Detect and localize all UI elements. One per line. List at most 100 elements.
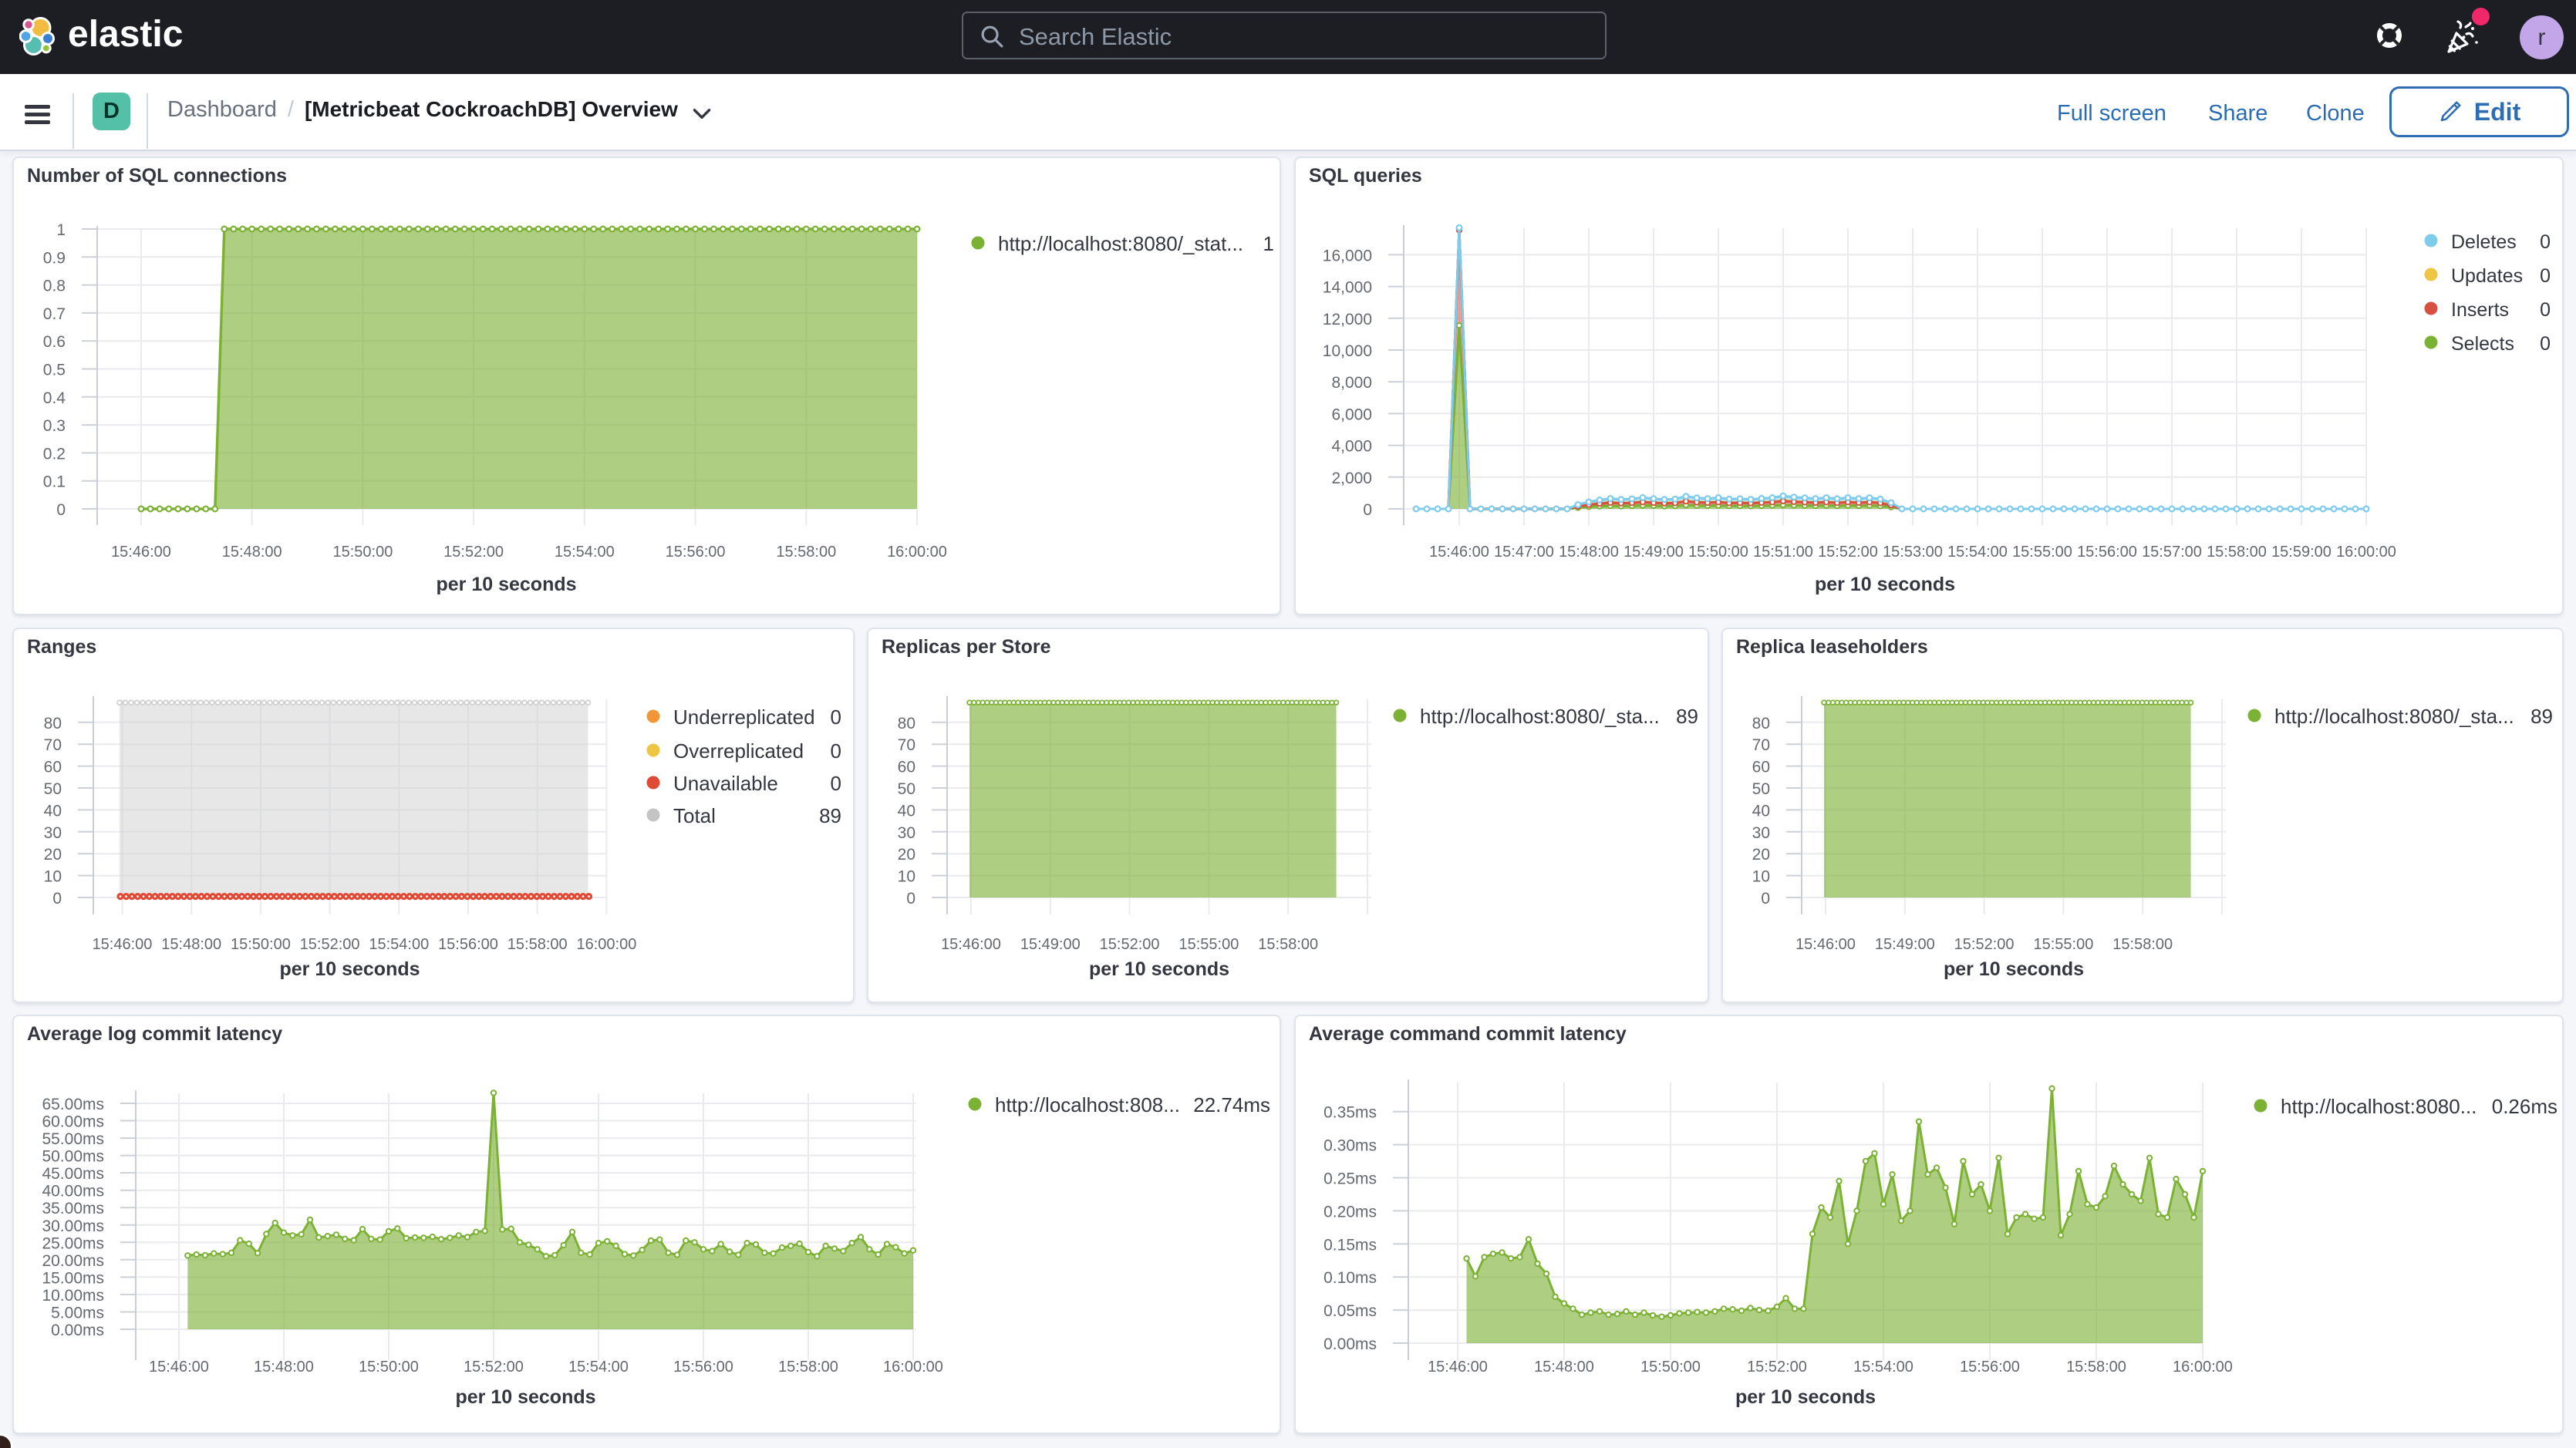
svg-text:50: 50 <box>898 780 915 798</box>
svg-text:30: 30 <box>44 824 62 842</box>
svg-text:12,000: 12,000 <box>1323 311 1372 328</box>
svg-text:65.00ms: 65.00ms <box>42 1096 104 1113</box>
svg-text:15:53:00: 15:53:00 <box>1883 544 1943 561</box>
svg-text:per 10 seconds: per 10 seconds <box>1735 1386 1876 1408</box>
svg-text:15:58:00: 15:58:00 <box>2112 936 2173 953</box>
svg-text:15:56:00: 15:56:00 <box>2077 544 2137 561</box>
svg-text:50: 50 <box>44 780 62 798</box>
svg-text:40.00ms: 40.00ms <box>42 1183 104 1200</box>
svg-text:15:51:00: 15:51:00 <box>1753 544 1813 561</box>
svg-text:10.00ms: 10.00ms <box>42 1287 104 1305</box>
svg-text:6,000: 6,000 <box>1331 406 1372 423</box>
svg-text:15:58:00: 15:58:00 <box>1258 936 1318 953</box>
svg-text:0.5: 0.5 <box>43 362 66 379</box>
svg-text:0: 0 <box>1761 890 1770 908</box>
svg-text:0.10ms: 0.10ms <box>1323 1269 1377 1287</box>
svg-text:0.30ms: 0.30ms <box>1323 1137 1377 1155</box>
svg-text:30.00ms: 30.00ms <box>42 1217 104 1235</box>
svg-text:0: 0 <box>1363 501 1372 519</box>
svg-text:15:58:00: 15:58:00 <box>776 544 836 561</box>
svg-text:0.00ms: 0.00ms <box>1323 1335 1377 1353</box>
svg-text:15:59:00: 15:59:00 <box>2271 544 2332 561</box>
svg-text:per 10 seconds: per 10 seconds <box>455 1386 595 1408</box>
svg-text:15:50:00: 15:50:00 <box>1640 1359 1701 1376</box>
svg-text:15:52:00: 15:52:00 <box>1100 936 1160 953</box>
svg-text:15.00ms: 15.00ms <box>42 1269 104 1287</box>
svg-text:15:52:00: 15:52:00 <box>300 936 360 953</box>
svg-text:0.25ms: 0.25ms <box>1323 1170 1377 1188</box>
svg-text:0.6: 0.6 <box>43 333 66 351</box>
svg-text:15:46:00: 15:46:00 <box>149 1359 209 1376</box>
svg-text:15:50:00: 15:50:00 <box>1688 544 1748 561</box>
svg-text:16:00:00: 16:00:00 <box>2336 544 2396 561</box>
svg-text:Updates: Updates <box>2451 265 2523 287</box>
svg-text:0: 0 <box>906 890 915 908</box>
svg-text:5.00ms: 5.00ms <box>51 1305 104 1322</box>
svg-text:0.20ms: 0.20ms <box>1323 1203 1377 1221</box>
svg-text:15:46:00: 15:46:00 <box>941 936 1001 953</box>
svg-text:60: 60 <box>898 759 915 776</box>
svg-text:50: 50 <box>1752 780 1770 798</box>
svg-text:0: 0 <box>2540 231 2551 253</box>
svg-text:0: 0 <box>831 705 841 729</box>
svg-text:15:58:00: 15:58:00 <box>2066 1359 2126 1376</box>
svg-text:15:46:00: 15:46:00 <box>1428 1359 1488 1376</box>
svg-text:70: 70 <box>44 736 62 754</box>
svg-text:14,000: 14,000 <box>1323 279 1372 297</box>
svg-text:0.3: 0.3 <box>43 417 66 435</box>
svg-text:8,000: 8,000 <box>1331 374 1372 392</box>
svg-text:15:49:00: 15:49:00 <box>1623 544 1684 561</box>
svg-text:10: 10 <box>898 868 915 886</box>
svg-text:0: 0 <box>2540 265 2551 287</box>
svg-text:15:55:00: 15:55:00 <box>1178 936 1239 953</box>
svg-text:15:50:00: 15:50:00 <box>359 1359 419 1376</box>
svg-text:0.35ms: 0.35ms <box>1323 1104 1377 1122</box>
svg-text:0: 0 <box>56 501 66 519</box>
svg-text:16:00:00: 16:00:00 <box>883 1359 943 1376</box>
svg-text:15:56:00: 15:56:00 <box>1960 1359 2020 1376</box>
svg-text:0.00ms: 0.00ms <box>51 1322 104 1339</box>
svg-text:15:48:00: 15:48:00 <box>1559 544 1619 561</box>
svg-text:0: 0 <box>2540 299 2551 321</box>
svg-text:0.1: 0.1 <box>43 473 66 491</box>
svg-text:per 10 seconds: per 10 seconds <box>436 574 576 595</box>
svg-text:15:46:00: 15:46:00 <box>1429 544 1489 561</box>
svg-text:15:52:00: 15:52:00 <box>443 544 504 561</box>
svg-text:22.74ms: 22.74ms <box>1193 1093 1270 1116</box>
svg-text:0: 0 <box>831 739 841 763</box>
svg-text:40: 40 <box>898 802 915 820</box>
svg-text:16,000: 16,000 <box>1323 247 1372 264</box>
svg-text:http://localhost:8080/_stat...: http://localhost:8080/_stat... <box>998 232 1243 255</box>
svg-text:Inserts: Inserts <box>2451 299 2509 321</box>
svg-text:10: 10 <box>44 868 62 886</box>
svg-text:0.8: 0.8 <box>43 278 66 295</box>
svg-text:80: 80 <box>44 715 62 732</box>
svg-text:Overreplicated: Overreplicated <box>673 739 804 763</box>
svg-text:Underreplicated: Underreplicated <box>673 705 815 729</box>
svg-text:0.9: 0.9 <box>43 249 66 267</box>
svg-text:15:48:00: 15:48:00 <box>161 936 221 953</box>
svg-text:15:52:00: 15:52:00 <box>1954 936 2015 953</box>
svg-text:70: 70 <box>898 736 915 754</box>
svg-text:10,000: 10,000 <box>1323 342 1372 360</box>
svg-text:10: 10 <box>1752 868 1770 886</box>
svg-text:60: 60 <box>1752 759 1770 776</box>
svg-text:30: 30 <box>898 824 915 842</box>
svg-text:15:50:00: 15:50:00 <box>332 544 393 561</box>
svg-text:15:56:00: 15:56:00 <box>666 544 726 561</box>
svg-text:15:52:00: 15:52:00 <box>464 1359 524 1376</box>
svg-text:55.00ms: 55.00ms <box>42 1130 104 1148</box>
svg-text:15:52:00: 15:52:00 <box>1818 544 1878 561</box>
svg-text:15:58:00: 15:58:00 <box>507 936 568 953</box>
svg-text:15:46:00: 15:46:00 <box>111 544 171 561</box>
svg-text:0.26ms: 0.26ms <box>2492 1095 2557 1118</box>
svg-text:http://localhost:8080...: http://localhost:8080... <box>2281 1095 2477 1118</box>
svg-text:1: 1 <box>1263 232 1274 255</box>
svg-text:4,000: 4,000 <box>1331 438 1372 456</box>
svg-text:0.7: 0.7 <box>43 305 66 323</box>
svg-text:per 10 seconds: per 10 seconds <box>1944 958 2084 980</box>
svg-text:20: 20 <box>898 846 915 864</box>
svg-text:15:46:00: 15:46:00 <box>1795 936 1856 953</box>
svg-text:80: 80 <box>1752 715 1770 732</box>
svg-text:16:00:00: 16:00:00 <box>2173 1359 2233 1376</box>
